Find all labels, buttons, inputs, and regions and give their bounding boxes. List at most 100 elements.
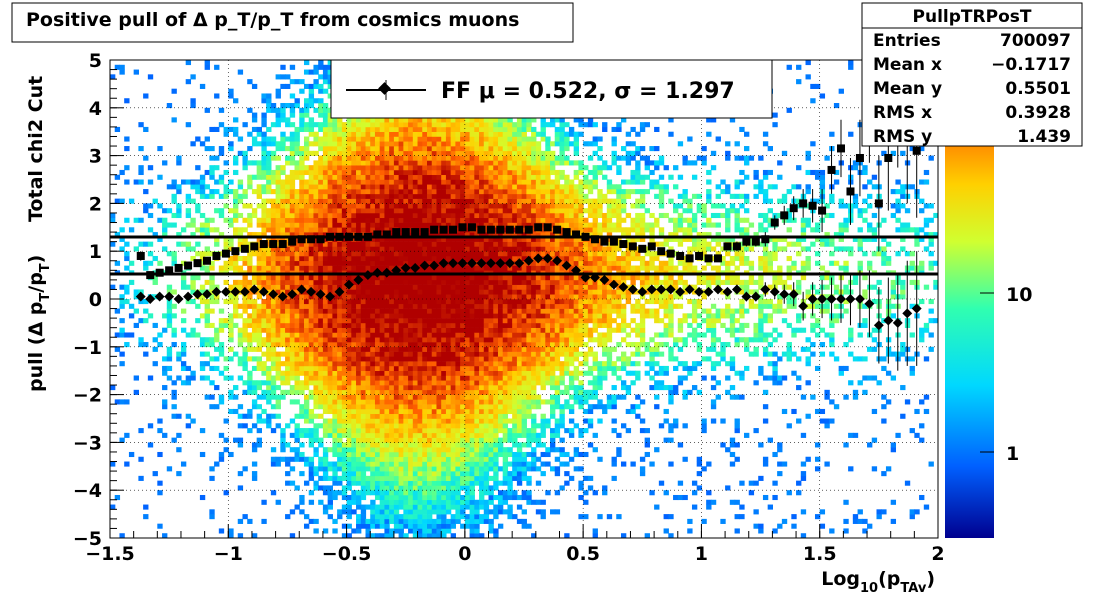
heat-cell <box>256 222 262 228</box>
heat-cell <box>427 136 433 142</box>
heat-cell <box>308 342 315 348</box>
heat-cell <box>266 260 272 266</box>
heat-cell <box>389 146 395 152</box>
heat-cell <box>370 179 376 185</box>
heat-cell <box>261 217 267 223</box>
heat-cell <box>218 351 225 357</box>
heat-cell <box>464 308 471 314</box>
heat-cell <box>365 380 371 386</box>
heat-cell <box>455 380 461 386</box>
heat-cell <box>289 342 296 348</box>
heat-cell <box>379 361 386 367</box>
heat-cell <box>445 404 452 410</box>
heat-cell <box>422 471 428 477</box>
heat-cell <box>379 150 386 156</box>
heat-cell <box>322 112 329 118</box>
heat-cell <box>379 342 386 348</box>
heat-cell <box>143 308 149 314</box>
heat-cell <box>436 212 442 219</box>
heat-cell <box>464 442 471 448</box>
heat-cell <box>450 284 456 290</box>
heat-cell <box>327 375 333 381</box>
heat-cell <box>303 404 310 410</box>
heat-cell <box>360 365 367 371</box>
heat-cell <box>247 232 253 238</box>
heat-cell <box>412 299 419 305</box>
heat-cell <box>299 146 305 152</box>
heat-cell <box>322 466 329 472</box>
heat-cell <box>464 423 471 429</box>
heat-cell <box>441 442 447 448</box>
heat-cell <box>318 251 324 257</box>
heat-cell <box>280 141 286 147</box>
heat-cell <box>479 189 485 195</box>
heat-cell <box>275 122 281 128</box>
heat-cell <box>408 284 414 290</box>
heat-cell <box>280 279 286 285</box>
heat-cell <box>341 475 348 481</box>
heat-cell <box>275 212 281 219</box>
heat-cell <box>417 471 423 477</box>
heat-cell <box>171 342 177 348</box>
heat-cell <box>422 236 428 242</box>
heat-cell <box>176 356 182 362</box>
heat-cell <box>341 227 348 233</box>
heat-cell <box>469 447 475 453</box>
heat-cell <box>332 303 338 309</box>
heat-cell <box>365 208 371 214</box>
heat-cell <box>379 246 386 252</box>
heat-cell <box>294 193 300 199</box>
heat-cell <box>384 351 390 357</box>
heat-cell <box>266 126 272 132</box>
heat-cell <box>365 413 371 419</box>
heat-cell <box>474 423 480 429</box>
heat-cell <box>474 275 480 281</box>
heat-cell <box>389 447 395 453</box>
heat-cell <box>412 504 419 510</box>
heat-cell <box>303 212 310 219</box>
heat-cell <box>455 279 461 285</box>
heat-cell <box>455 408 461 415</box>
heat-cell <box>356 461 362 467</box>
heat-cell <box>412 442 419 448</box>
heat-cell <box>374 275 381 281</box>
heat-cell <box>460 332 466 338</box>
heat-cell <box>199 375 206 381</box>
heat-cell <box>450 165 456 171</box>
heat-cell <box>389 375 395 381</box>
heat-cell <box>436 394 442 400</box>
heat-cell <box>479 380 485 386</box>
heat-cell <box>351 418 357 424</box>
heat-cell <box>427 471 433 477</box>
heat-cell <box>483 241 490 247</box>
heat-cell <box>427 299 433 305</box>
heat-cell <box>483 337 490 343</box>
heat-cell <box>214 294 220 300</box>
heat-cell <box>460 356 466 362</box>
heat-cell <box>374 399 381 405</box>
heat-cell <box>436 284 442 290</box>
heat-cell <box>299 322 305 328</box>
heat-cell <box>370 165 376 171</box>
heat-cell <box>332 241 338 247</box>
heat-cell <box>374 509 381 515</box>
heat-cell <box>351 203 357 209</box>
heat-cell <box>242 332 248 338</box>
heat-cell <box>346 404 352 410</box>
heat-cell <box>275 146 281 152</box>
heat-cell <box>398 146 404 152</box>
heat-cell <box>422 404 428 410</box>
heat-cell <box>412 356 419 362</box>
heat-cell <box>464 518 471 524</box>
heat-cell <box>422 437 428 443</box>
heat-cell <box>337 361 343 367</box>
heat-cell <box>337 351 343 357</box>
heat-cell <box>341 423 348 429</box>
heat-cell <box>270 322 277 328</box>
heat-cell <box>289 389 296 395</box>
heat-cell <box>270 313 277 319</box>
heat-cell <box>327 494 333 501</box>
heat-cell <box>483 423 490 429</box>
heat-cell <box>389 451 395 458</box>
heat-cell <box>332 408 338 415</box>
